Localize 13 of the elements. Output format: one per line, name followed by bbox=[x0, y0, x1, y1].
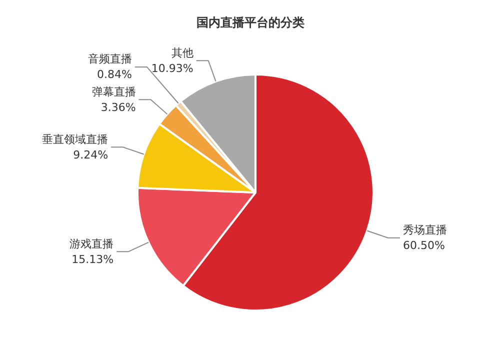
slice-label: 垂直领域直播 bbox=[42, 132, 108, 146]
chart-title: 国内直播平台的分类 bbox=[196, 16, 304, 30]
data-label: 0.84% bbox=[96, 68, 132, 82]
slice-label: 其他 bbox=[171, 46, 194, 60]
slice-label: 秀场直播 bbox=[402, 224, 447, 237]
data-label: 9.24% bbox=[73, 148, 108, 162]
data-label: 10.93% bbox=[151, 62, 194, 75]
data-label: 3.36% bbox=[100, 100, 136, 114]
data-label: 15.13% bbox=[72, 252, 114, 266]
slice-label: 音频直播 bbox=[88, 52, 132, 66]
slice-label: 弹幕直播 bbox=[92, 85, 136, 98]
slice-label: 游戏直播 bbox=[70, 237, 114, 250]
data-label: 60.50% bbox=[402, 239, 445, 252]
